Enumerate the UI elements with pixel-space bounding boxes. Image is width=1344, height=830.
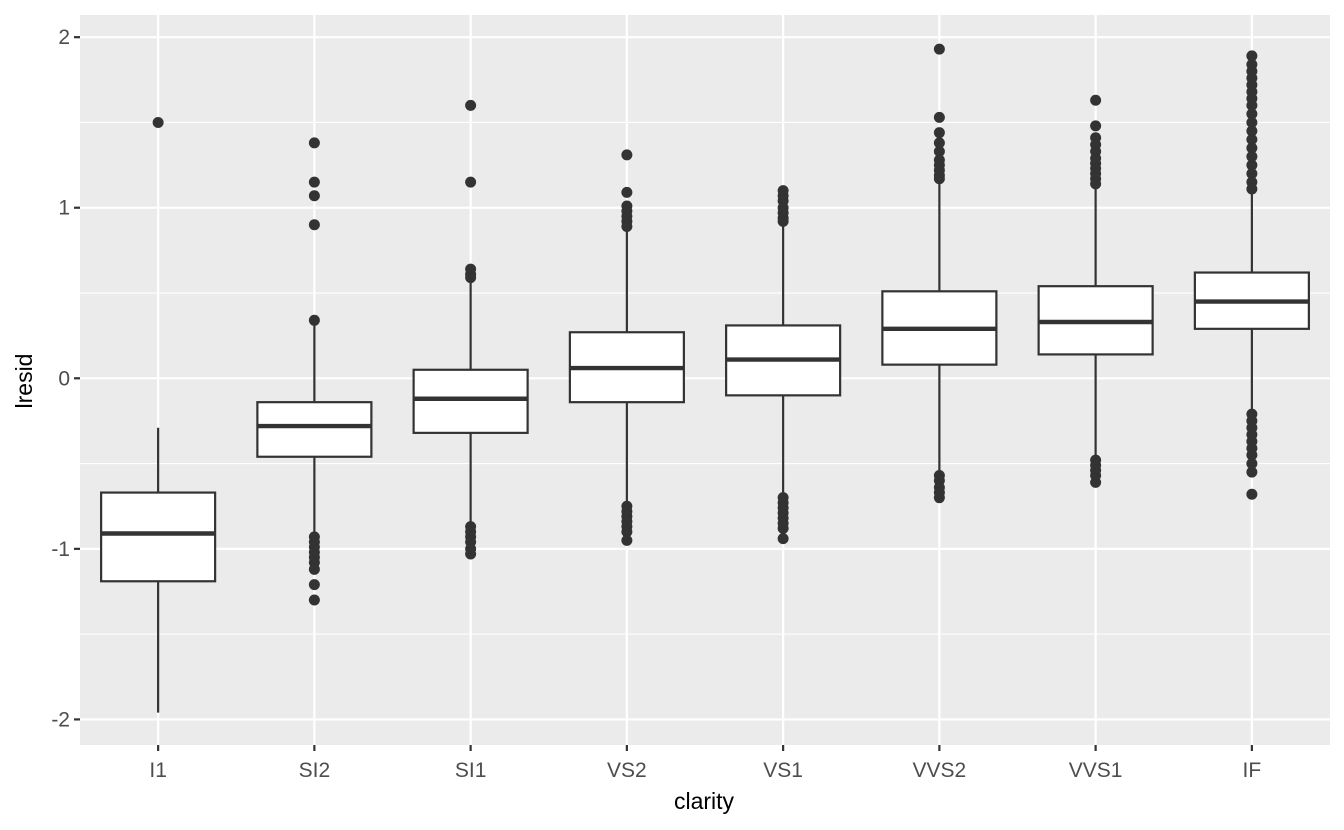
outlier-point (1090, 120, 1102, 132)
outlier-point (308, 137, 320, 149)
y-axis: -2 -1 0 1 2 (51, 26, 80, 731)
outlier-point (933, 43, 945, 55)
x-axis: I1 SI2 SI1 VS2 VS1 VVS2 VVS1 IF (149, 745, 1261, 782)
outlier-point (1246, 151, 1258, 163)
box (412, 368, 529, 434)
box-group-vvs2 (881, 43, 998, 504)
outlier-point (1090, 94, 1102, 106)
outlier-point (777, 533, 789, 545)
y-tick-label: 1 (58, 197, 70, 220)
outlier-point (933, 492, 945, 504)
outlier-point (465, 99, 477, 111)
grid-minor (80, 121, 1330, 635)
outlier-point (1246, 159, 1258, 171)
y-tick-label: 0 (58, 367, 70, 390)
outlier-point (465, 548, 477, 560)
outlier-point (933, 127, 945, 139)
outlier-point (933, 111, 945, 123)
x-tick-label: VVS1 (1069, 759, 1123, 782)
outlier-point (1246, 125, 1258, 137)
outlier-point (777, 522, 789, 534)
outlier-point (621, 220, 633, 232)
outlier-point (621, 149, 633, 161)
outlier-point (1246, 183, 1258, 195)
x-tick-label: SI1 (455, 759, 487, 782)
box (256, 401, 373, 458)
x-tick-label: IF (1243, 759, 1262, 782)
outlier-point (1246, 458, 1258, 470)
box-group-vs2 (568, 149, 685, 546)
outlier-point (1246, 50, 1258, 62)
x-tick-label: SI2 (299, 759, 331, 782)
outlier-point (1246, 108, 1258, 120)
outlier-point (1090, 476, 1102, 488)
x-tick-label: VVS2 (913, 759, 967, 782)
boxplot-series (100, 43, 1310, 713)
outlier-point (1246, 134, 1258, 146)
outlier-point (308, 579, 320, 591)
y-tick-label: -1 (51, 538, 70, 561)
outlier-point (777, 215, 789, 227)
outlier-point (308, 314, 320, 326)
outlier-point (308, 594, 320, 606)
outlier-point (308, 190, 320, 202)
outlier-point (621, 526, 633, 538)
x-tick-label: I1 (149, 759, 167, 782)
outlier-point (308, 176, 320, 188)
x-tick-label: VS2 (607, 759, 647, 782)
y-tick-label: -2 (51, 708, 70, 731)
outlier-point (1246, 168, 1258, 180)
outlier-point (933, 145, 945, 157)
outlier-point (465, 176, 477, 188)
box-group-vs1 (725, 185, 842, 545)
outlier-point (621, 186, 633, 198)
y-tick-label: 2 (58, 26, 70, 49)
box-group-i1 (100, 116, 217, 713)
outlier-point (308, 563, 320, 575)
panel-background (80, 15, 1330, 745)
outlier-point (1246, 99, 1258, 111)
outlier-point (308, 219, 320, 231)
box-group-si2 (256, 137, 373, 606)
outlier-point (465, 272, 477, 284)
outlier-point (933, 137, 945, 149)
outlier-point (621, 534, 633, 546)
x-tick-label: VS1 (763, 759, 803, 782)
outlier-point (1090, 178, 1102, 190)
outlier-point (152, 116, 164, 128)
box-group-if (1193, 50, 1310, 500)
outlier-point (1246, 142, 1258, 154)
x-axis-title: clarity (674, 788, 735, 814)
outlier-point (1246, 466, 1258, 478)
box (100, 491, 217, 583)
outlier-point (1246, 449, 1258, 461)
box-group-si1 (412, 99, 529, 560)
outlier-point (1246, 488, 1258, 500)
y-axis-title: lresid (11, 354, 37, 409)
outlier-point (1246, 116, 1258, 128)
box-group-vvs1 (1037, 94, 1154, 488)
outlier-point (933, 173, 945, 185)
